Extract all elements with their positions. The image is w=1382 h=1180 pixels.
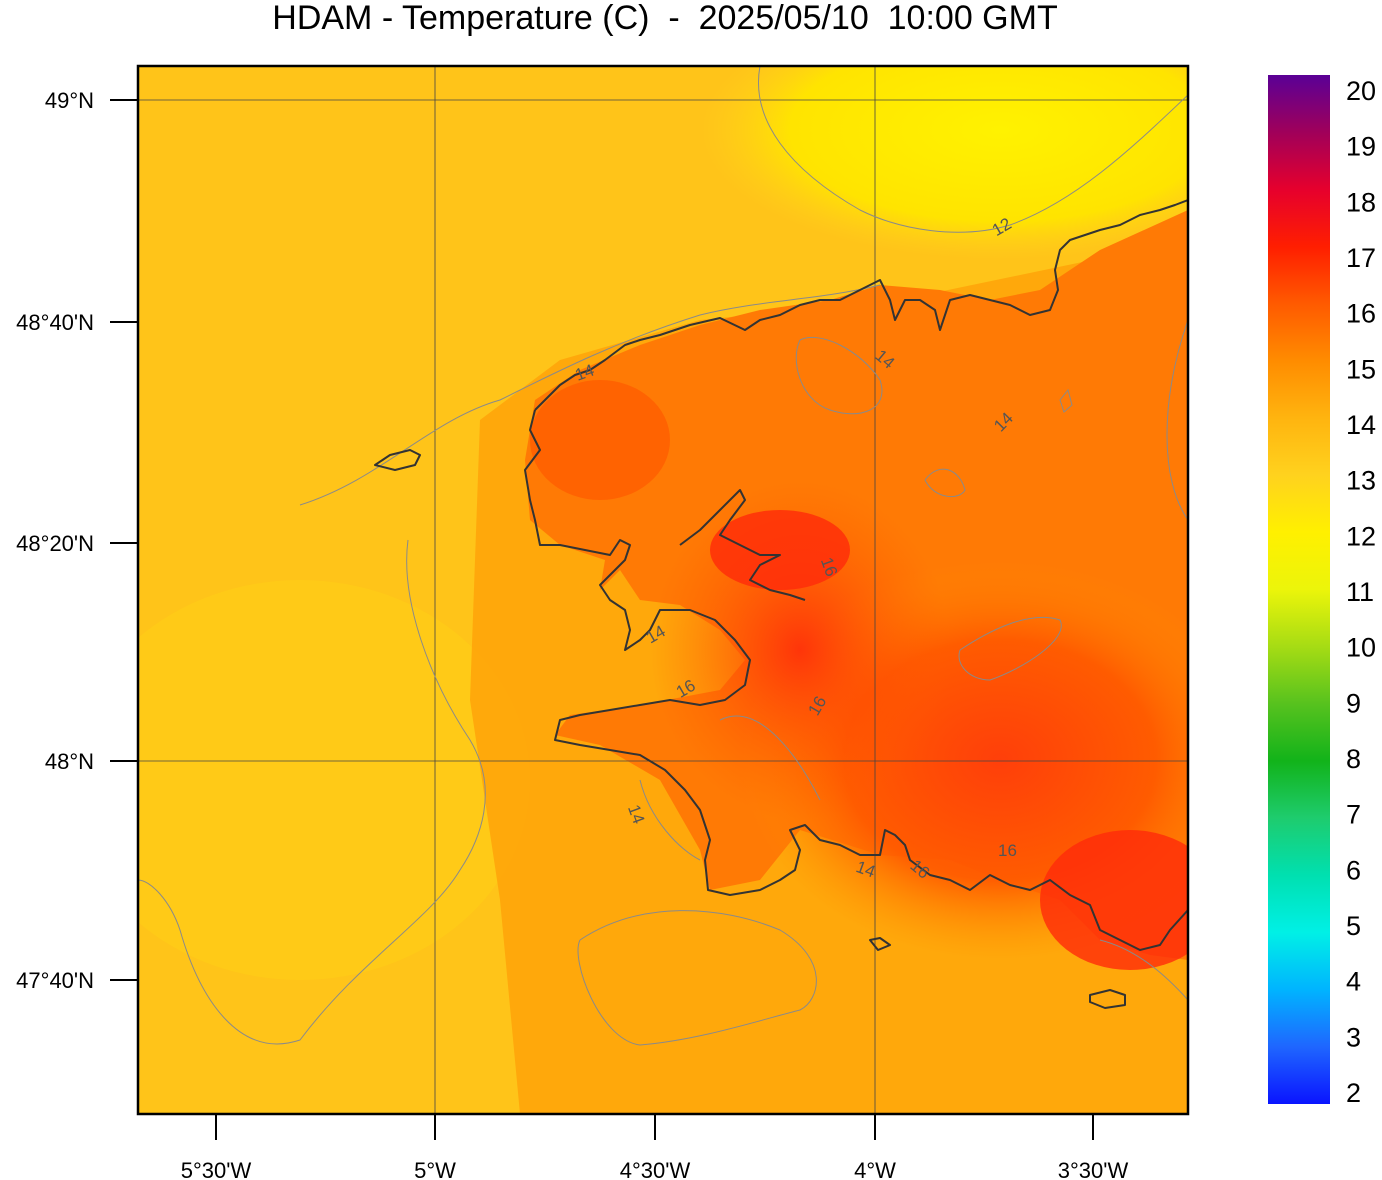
colorbar-label: 4: [1346, 967, 1361, 997]
colorbar-label: 11: [1346, 577, 1374, 607]
colorbar: 2 3 4 5 6 7 8 9 10 11 12 13 14 15 16 17 18 19 20: [1268, 75, 1376, 1108]
colorbar-label: 20: [1346, 76, 1376, 106]
colorbar-label: 18: [1346, 187, 1376, 217]
colorbar-label: 12: [1346, 521, 1376, 551]
temperature-field: 12 14 14 14 14 16 16 16 16 14 14 16: [138, 66, 1188, 1114]
colorbar-label: 3: [1346, 1022, 1361, 1052]
lon-tick-label: 3°30'W: [1058, 1158, 1129, 1180]
colorbar-label: 16: [1346, 299, 1376, 329]
lon-labels: 5°30'W 5°W 4°30'W 4°W 3°30'W: [181, 1158, 1129, 1180]
colorbar-label: 2: [1346, 1078, 1361, 1108]
colorbar-label: 7: [1346, 800, 1361, 830]
lon-tick-label: 5°W: [414, 1158, 456, 1180]
lat-labels: 49°N 48°40'N 48°20'N 48°N 47°40'N: [16, 88, 94, 993]
colorbar-label: 19: [1346, 132, 1376, 162]
lat-tick-label: 47°40'N: [16, 968, 94, 993]
lat-ticks: [110, 99, 138, 981]
lon-tick-label: 5°30'W: [181, 1158, 252, 1180]
colorbar-label: 13: [1346, 466, 1376, 496]
map-title: HDAM - Temperature (C) - 2025/05/10 10:0…: [272, 0, 1058, 37]
lat-tick-label: 48°N: [45, 749, 94, 774]
coastline: [374, 199, 1188, 1009]
colorbar-label: 5: [1346, 911, 1361, 941]
colorbar-label: 14: [1346, 410, 1376, 440]
colorbar-label: 10: [1346, 633, 1376, 663]
colorbar-bar: [1268, 75, 1330, 1104]
colorbar-label: 6: [1346, 855, 1361, 885]
lon-ticks: [215, 1114, 1094, 1140]
lon-tick-label: 4°30'W: [620, 1158, 691, 1180]
lat-tick-label: 48°20'N: [16, 531, 94, 556]
colorbar-labels: 2 3 4 5 6 7 8 9 10 11 12 13 14 15 16 17 18 19 20: [1346, 76, 1376, 1108]
colorbar-label: 17: [1346, 243, 1376, 273]
colorbar-label: 9: [1346, 688, 1361, 718]
lat-tick-label: 48°40'N: [16, 310, 94, 335]
lat-tick-label: 49°N: [45, 88, 94, 113]
colorbar-label: 15: [1346, 354, 1376, 384]
map-frame: [136, 64, 1190, 1116]
contour-label: 16: [998, 841, 1017, 860]
contour-lines: [138, 66, 1188, 1046]
lon-tick-label: 4°W: [854, 1158, 896, 1180]
colorbar-label: 8: [1346, 744, 1361, 774]
